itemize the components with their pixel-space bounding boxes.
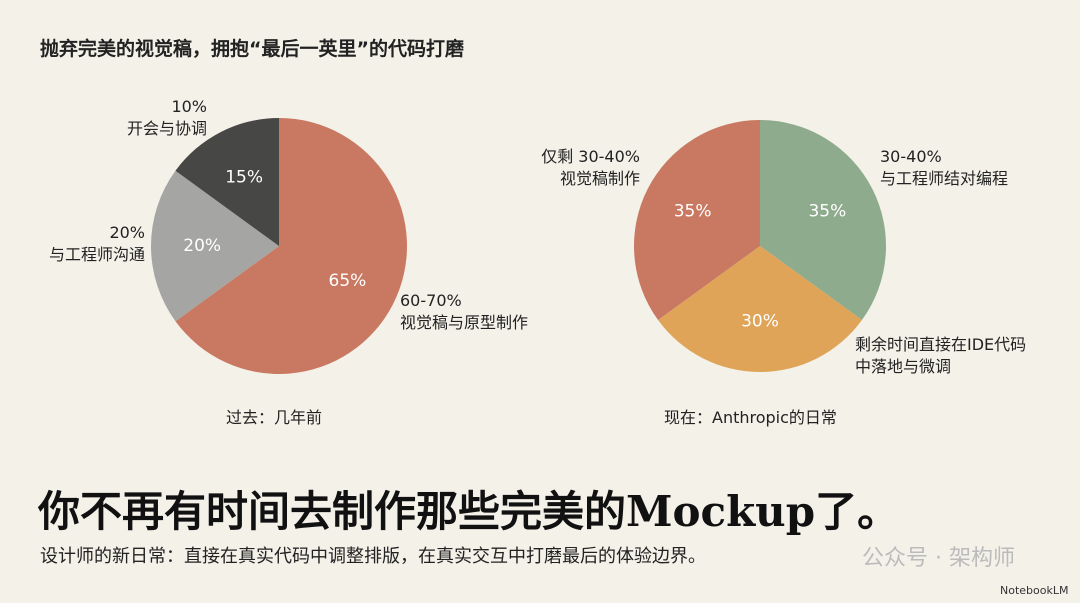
pie-slice — [634, 120, 760, 321]
slice-value-label: 15% — [225, 168, 263, 188]
slice-category-label: 60-70% 视觉稿与原型制作 — [400, 291, 529, 332]
slice-category-label: 剩余时间直接在IDE代码中落地与微调 — [855, 335, 1027, 376]
slice-value-label: 30% — [741, 312, 779, 332]
pie-slice — [175, 118, 279, 246]
slice-category-label: 10% 开会与协调 — [126, 97, 207, 138]
pie-slice — [151, 170, 279, 322]
slice-category-label: 20% 与工程师沟通 — [48, 223, 145, 264]
source-badge: NotebookLM — [1000, 584, 1069, 597]
pie-slice — [175, 118, 407, 374]
slice-value-label: 35% — [808, 202, 846, 222]
watermark: 公众号 · 架构师 — [862, 546, 1015, 571]
chart-caption: 现在：Anthropic的日常 — [664, 408, 837, 427]
page-title: 抛弃完美的视觉稿，拥抱“最后一英里”的代码打磨 — [40, 38, 464, 60]
pie-slice — [658, 246, 862, 373]
slice-value-label: 35% — [674, 202, 712, 222]
subheadline: 设计师的新日常：直接在真实代码中调整排版，在真实交互中打磨最后的体验边界。 — [40, 546, 706, 567]
slice-category-label: 仅剩 30-40% 视觉稿制作 — [541, 147, 640, 188]
slice-category-label: 30-40% 与工程师结对编程 — [880, 147, 1009, 188]
slice-value-label: 20% — [183, 236, 221, 256]
slice-value-label: 65% — [329, 271, 367, 291]
chart-caption: 过去：几年前 — [226, 408, 323, 427]
headline: 你不再有时间去制作那些完美的Mockup了。 — [38, 487, 900, 536]
pie-slice — [760, 120, 887, 321]
